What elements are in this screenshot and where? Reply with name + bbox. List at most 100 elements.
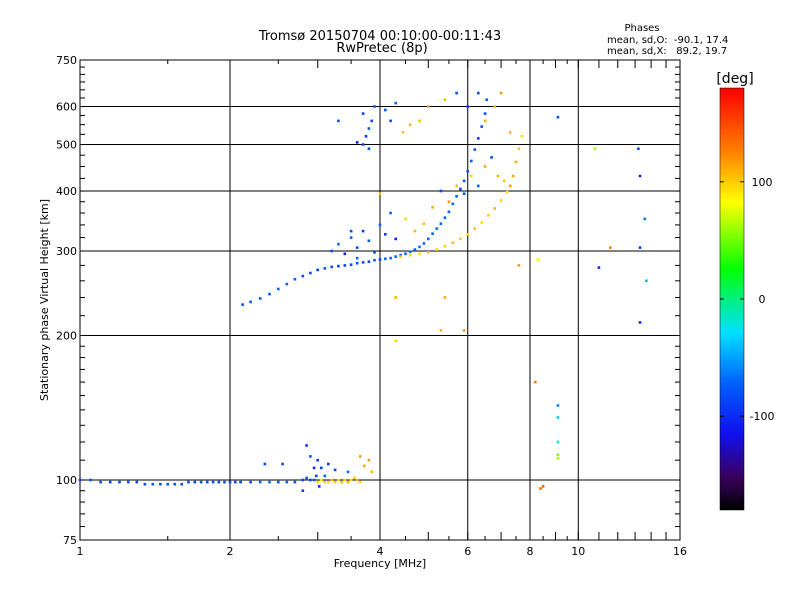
data-point bbox=[638, 321, 642, 324]
data-point bbox=[413, 229, 417, 233]
data-point bbox=[258, 297, 262, 300]
data-point bbox=[361, 229, 365, 233]
data-point bbox=[205, 480, 209, 484]
data-point bbox=[536, 258, 540, 261]
data-point bbox=[323, 474, 327, 478]
y-tick-label: 750 bbox=[56, 54, 77, 67]
data-point bbox=[483, 119, 487, 123]
data-point bbox=[373, 105, 376, 108]
data-point bbox=[327, 462, 330, 466]
data-point bbox=[349, 263, 353, 266]
data-point bbox=[539, 487, 542, 490]
data-point bbox=[418, 252, 421, 256]
y-tick-label: 400 bbox=[56, 185, 77, 198]
data-point bbox=[389, 256, 392, 260]
data-points bbox=[78, 91, 648, 492]
grid-lines bbox=[80, 60, 680, 540]
data-point bbox=[447, 210, 451, 214]
data-point bbox=[399, 253, 402, 257]
data-point bbox=[135, 480, 139, 484]
data-point bbox=[358, 480, 362, 484]
data-point bbox=[258, 480, 262, 484]
data-point bbox=[316, 268, 319, 272]
data-point bbox=[301, 489, 305, 492]
data-point bbox=[320, 478, 323, 482]
colorbar-tick-label: -100 bbox=[750, 410, 775, 423]
data-point bbox=[373, 251, 376, 254]
colorbar-label: [deg] bbox=[716, 71, 753, 87]
data-point bbox=[483, 112, 487, 115]
data-point bbox=[455, 91, 458, 95]
data-point bbox=[367, 127, 371, 130]
data-point bbox=[435, 248, 439, 251]
data-point bbox=[143, 482, 147, 486]
data-point bbox=[309, 478, 312, 482]
data-point bbox=[514, 160, 518, 164]
data-point bbox=[443, 244, 447, 248]
data-point bbox=[349, 229, 353, 233]
data-point bbox=[394, 339, 397, 343]
data-point bbox=[490, 156, 493, 159]
data-point bbox=[249, 480, 252, 484]
colorbar-tick-label: 0 bbox=[759, 293, 766, 306]
data-point bbox=[418, 119, 421, 123]
data-point bbox=[285, 282, 289, 286]
data-point bbox=[187, 480, 190, 484]
data-point bbox=[343, 252, 347, 256]
data-point bbox=[108, 480, 112, 484]
data-point bbox=[277, 287, 280, 291]
data-point bbox=[301, 478, 305, 482]
data-point bbox=[363, 464, 366, 468]
data-point bbox=[534, 380, 537, 384]
legend-title: Phases bbox=[624, 23, 659, 34]
data-point bbox=[159, 482, 162, 486]
data-point bbox=[285, 480, 289, 484]
y-tick-label: 100 bbox=[56, 474, 77, 487]
data-point bbox=[234, 480, 237, 484]
data-point bbox=[439, 189, 443, 193]
data-point bbox=[455, 195, 458, 198]
data-point bbox=[473, 148, 477, 151]
data-point bbox=[427, 251, 430, 254]
data-point bbox=[166, 482, 169, 486]
chart-title: Tromsø 20150704 00:10:00-00:11:43 bbox=[258, 29, 501, 44]
data-point bbox=[337, 242, 340, 246]
data-point bbox=[408, 123, 412, 126]
data-point bbox=[315, 474, 318, 478]
data-point bbox=[343, 264, 347, 267]
data-point bbox=[556, 416, 560, 419]
data-point bbox=[337, 264, 340, 268]
data-point bbox=[330, 249, 333, 253]
data-point bbox=[483, 165, 487, 168]
data-point bbox=[346, 480, 350, 484]
data-point bbox=[151, 482, 155, 486]
data-point bbox=[312, 478, 316, 482]
data-point bbox=[333, 468, 337, 472]
data-point bbox=[477, 184, 480, 188]
data-point bbox=[305, 476, 308, 480]
data-point bbox=[316, 480, 319, 484]
data-point bbox=[422, 242, 426, 245]
legend-line-o: mean, sd,O: -90.1, 17.4 bbox=[607, 35, 728, 46]
data-point bbox=[384, 108, 387, 112]
data-point bbox=[556, 457, 560, 460]
x-tick-label: 2 bbox=[227, 545, 234, 558]
data-point bbox=[462, 179, 466, 183]
data-point bbox=[173, 482, 177, 486]
data-point bbox=[451, 202, 455, 206]
data-point bbox=[485, 98, 488, 101]
data-point bbox=[263, 462, 267, 466]
data-point bbox=[597, 266, 601, 269]
data-point bbox=[455, 184, 458, 188]
data-point bbox=[462, 192, 466, 195]
y-tick-label: 200 bbox=[56, 330, 77, 343]
data-point bbox=[404, 217, 407, 221]
data-point bbox=[355, 478, 359, 482]
data-point bbox=[418, 245, 421, 249]
data-point bbox=[422, 222, 426, 225]
data-point bbox=[556, 404, 560, 407]
data-point bbox=[511, 174, 515, 178]
data-point bbox=[277, 480, 280, 484]
data-point bbox=[399, 255, 402, 258]
data-point bbox=[401, 131, 405, 134]
